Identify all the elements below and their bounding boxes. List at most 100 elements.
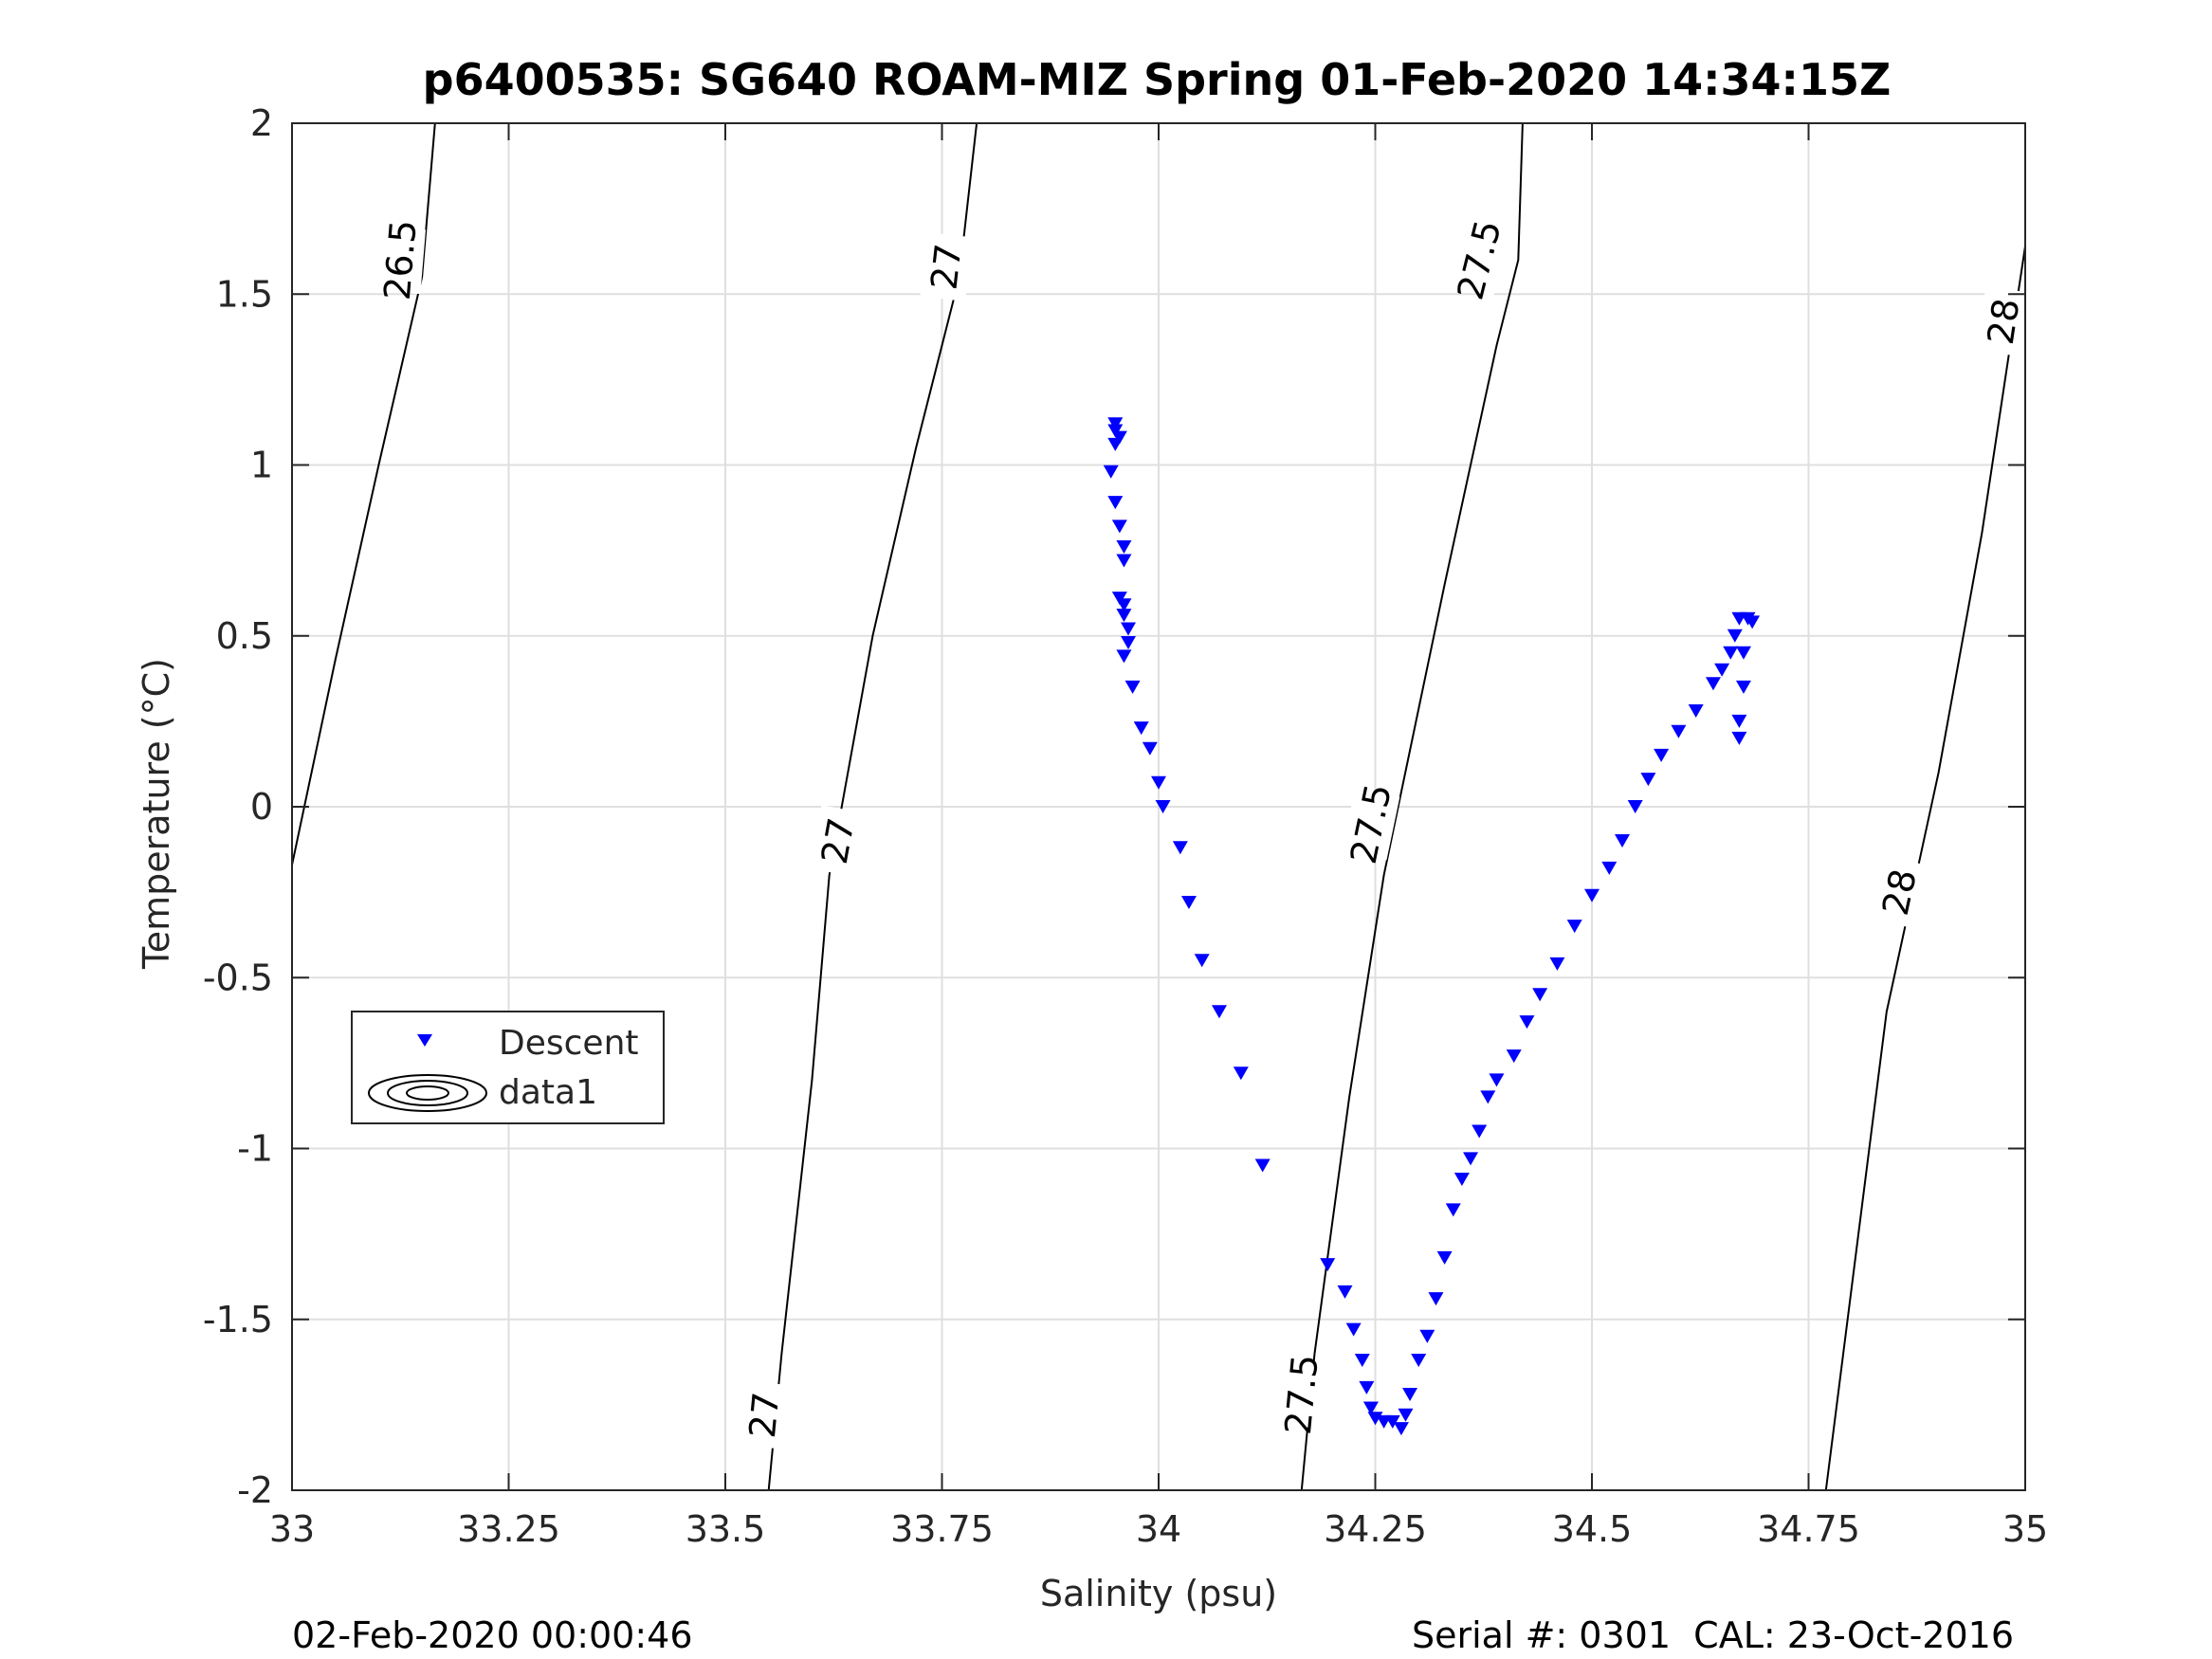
descent-point: [1151, 775, 1166, 790]
descent-point: [1489, 1073, 1505, 1087]
x-tick-label: 34.75: [1757, 1508, 1860, 1550]
descent-point: [1671, 724, 1687, 738]
y-tick-label: 1: [250, 445, 273, 486]
descent-point: [1506, 1049, 1522, 1064]
y-tick-label: 0.5: [216, 615, 273, 657]
descent-point: [1116, 649, 1132, 664]
descent-point: [1549, 957, 1565, 971]
descent-point: [1320, 1258, 1336, 1272]
descent-point: [1362, 1401, 1379, 1415]
contour-label-28: 28: [1874, 866, 1925, 920]
x-tick-label: 33.75: [890, 1508, 994, 1550]
contour-label-gap: [920, 231, 973, 301]
descent-point: [1116, 554, 1132, 568]
contour-label-gap: [375, 226, 427, 295]
x-tick-label: 34.25: [1324, 1508, 1427, 1550]
descent-point: [1436, 1250, 1453, 1265]
x-tick-label: 34.5: [1552, 1508, 1633, 1550]
legend-descent-label: Descent: [499, 1024, 639, 1063]
contour-label-gap: [1342, 787, 1400, 861]
footer-timestamp: 02-Feb-2020 00:00:46: [292, 1614, 693, 1656]
contour-line-26-5: [291, 122, 436, 866]
y-tick-label: 2: [250, 102, 273, 144]
descent-point: [1402, 1388, 1418, 1402]
legend-box: [351, 1011, 665, 1124]
descent-point: [1124, 680, 1141, 694]
descent-point: [1116, 609, 1132, 623]
descent-point: [1142, 741, 1158, 756]
contour-label-gap: [1870, 855, 1929, 929]
descent-point: [1359, 1380, 1375, 1395]
descent-point: [1116, 598, 1132, 612]
descent-point: [1121, 622, 1137, 636]
descent-point: [1393, 1422, 1409, 1436]
tick-labels: 33 33.25 33.5 33.75 34 34.25 34.5 34.75 35 -2 -1.5…: [203, 102, 2048, 1550]
descent-point: [1463, 1152, 1479, 1166]
descent-point: [1133, 721, 1149, 736]
descent-point: [1731, 731, 1747, 745]
x-tick-label: 33: [269, 1508, 315, 1550]
descent-point: [1723, 646, 1739, 660]
contour-label-27: 27: [923, 242, 970, 292]
contour-label-28: 28: [1980, 296, 2028, 347]
contour-label-gap: [1449, 223, 1509, 298]
descent-point: [1111, 520, 1127, 534]
legend-data1-label: data1: [499, 1073, 597, 1112]
descent-point: [1566, 920, 1582, 934]
contour-line-27-5: [1300, 122, 1524, 1491]
descent-point: [1107, 424, 1124, 438]
descent-point: [1453, 1172, 1470, 1186]
descent-point: [1103, 465, 1119, 479]
contour-label-gap: [1275, 1359, 1327, 1430]
y-tick-label: -1.5: [203, 1299, 273, 1340]
descent-point: [1384, 1414, 1400, 1429]
descent-point: [1601, 861, 1618, 875]
contour-label-gap: [1976, 285, 2031, 357]
contour-label-gap: [810, 805, 867, 877]
x-tick-label: 34: [1136, 1508, 1181, 1550]
legend-descent-marker: [417, 1034, 432, 1047]
descent-point: [1254, 1158, 1271, 1173]
descent-points: [1103, 417, 1761, 1436]
descent-point: [1107, 496, 1124, 510]
x-tick-label: 33.25: [457, 1508, 560, 1550]
descent-point: [1419, 1329, 1435, 1343]
descent-point: [1211, 1005, 1227, 1019]
descent-point: [1111, 430, 1127, 445]
legend: Descent data1: [351, 1011, 665, 1124]
y-tick-label: -2: [237, 1469, 273, 1511]
contour-line-27: [767, 122, 978, 1491]
y-tick-label: 1.5: [216, 273, 273, 315]
descent-point: [1705, 677, 1721, 691]
descent-point: [1398, 1408, 1414, 1422]
descent-point: [1614, 834, 1630, 848]
descent-point: [1472, 1124, 1488, 1139]
descent-point: [1155, 800, 1171, 813]
descent-point: [1745, 615, 1761, 629]
descent-point: [1480, 1090, 1496, 1104]
descent-point: [1367, 1412, 1383, 1426]
descent-point: [1714, 663, 1730, 677]
axes: [291, 122, 2026, 1491]
contour-label-27-5: 27.5: [1343, 780, 1399, 867]
descent-point: [1411, 1354, 1427, 1368]
descent-point: [1532, 988, 1548, 1002]
descent-point: [1519, 1015, 1535, 1030]
descent-point: [1627, 800, 1643, 813]
descent-point: [1172, 841, 1188, 855]
descent-point: [1428, 1292, 1444, 1306]
descent-point: [1337, 1285, 1353, 1299]
legend-contour-icon: [368, 1074, 487, 1112]
x-axis-label: Salinity (psu): [1040, 1573, 1277, 1614]
descent-point: [1354, 1354, 1370, 1368]
descent-point: [1111, 592, 1127, 606]
contour-label-gap: [739, 1380, 791, 1449]
descent-point: [1731, 714, 1747, 728]
y-tick-label: 0: [250, 786, 273, 828]
descent-point: [1654, 748, 1670, 762]
contour-label-27: 27: [741, 1391, 787, 1440]
descent-point: [1233, 1066, 1249, 1081]
y-tick-label: -0.5: [203, 957, 273, 998]
descent-point: [1345, 1322, 1362, 1337]
